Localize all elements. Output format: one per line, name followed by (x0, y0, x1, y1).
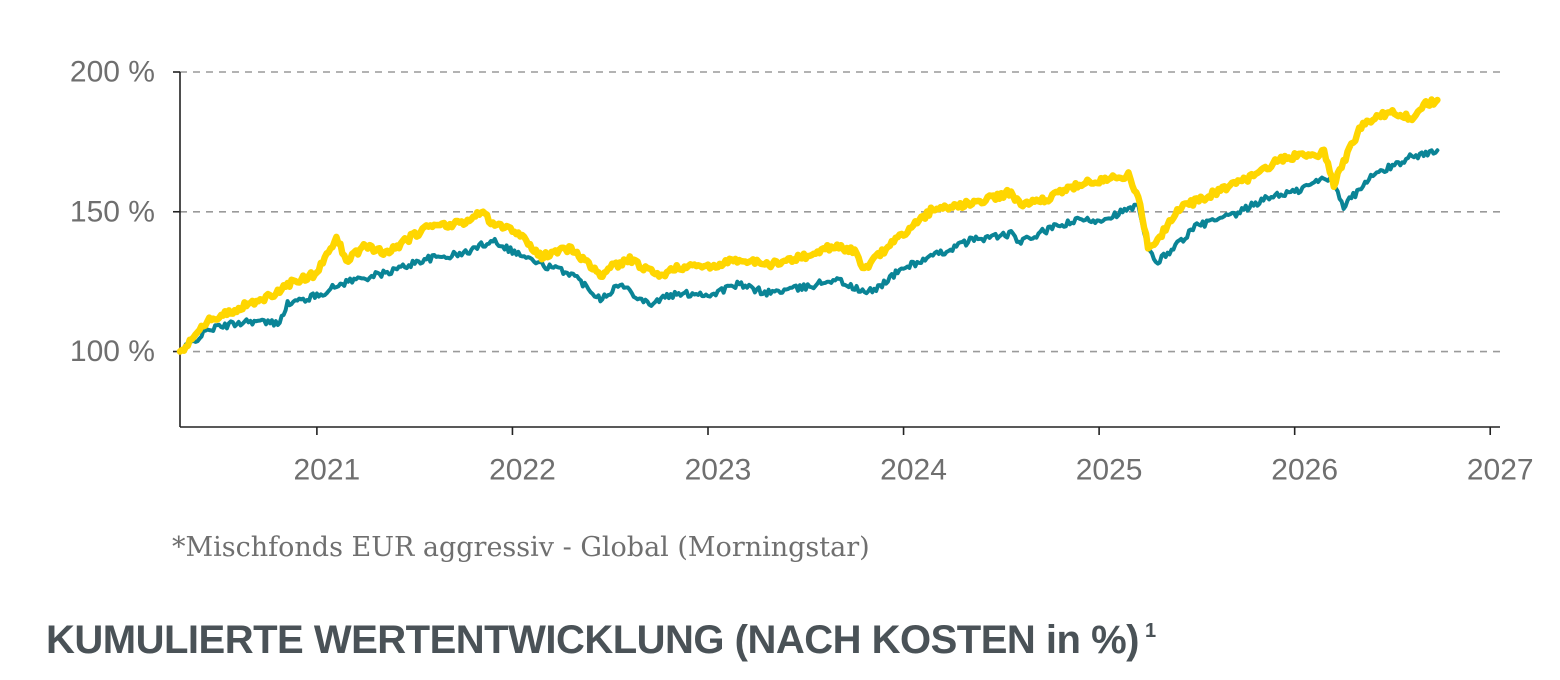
x-tick-label: 2027 (1467, 454, 1534, 487)
x-tick-label: 2026 (1271, 454, 1338, 487)
heading-footnote-marker: 1 (1144, 620, 1156, 642)
tick-labels: 200 % 150 % 100 % 2021 2022 2023 2024 2025 2026 2… (70, 56, 1534, 487)
y-tick-label: 150 % (70, 195, 155, 228)
y-tick-label: 100 % (70, 335, 155, 368)
x-tick-label: 2024 (880, 454, 947, 487)
section-heading: KUMULIERTE WERTENTWICKLUNG (NACH KOSTEN … (46, 618, 1156, 663)
grid-lines (180, 71, 1500, 353)
x-tick-label: 2025 (1076, 454, 1143, 487)
footnote: *Mischfonds EUR aggressiv - Global (Morn… (172, 532, 870, 563)
axes (173, 71, 1500, 435)
series-line-1 (178, 148, 1440, 354)
performance-chart: 200 % 150 % 100 % 2021 2022 2023 2024 2025 2026 2… (70, 56, 1534, 487)
series-lines (176, 96, 1441, 355)
heading-text: KUMULIERTE WERTENTWICKLUNG (NACH KOSTEN … (46, 618, 1139, 662)
series-line-2 (176, 96, 1441, 355)
y-tick-label: 200 % (70, 56, 155, 89)
x-tick-label: 2022 (489, 454, 556, 487)
x-tick-label: 2021 (294, 454, 361, 487)
x-tick-label: 2023 (685, 454, 752, 487)
